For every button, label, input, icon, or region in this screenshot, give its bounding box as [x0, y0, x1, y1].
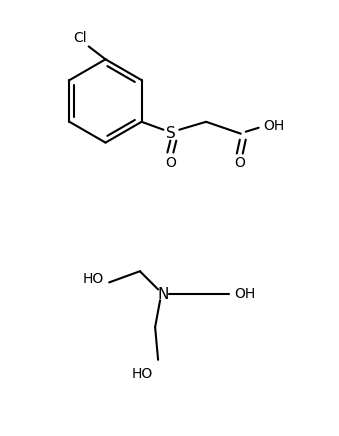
Text: O: O	[165, 157, 176, 170]
Text: HO: HO	[83, 272, 104, 286]
Text: OH: OH	[263, 119, 284, 133]
Text: Cl: Cl	[73, 31, 86, 45]
Text: N: N	[157, 287, 169, 302]
Text: OH: OH	[234, 287, 255, 301]
Text: S: S	[166, 126, 176, 141]
Text: HO: HO	[132, 367, 153, 381]
Text: O: O	[234, 157, 245, 170]
